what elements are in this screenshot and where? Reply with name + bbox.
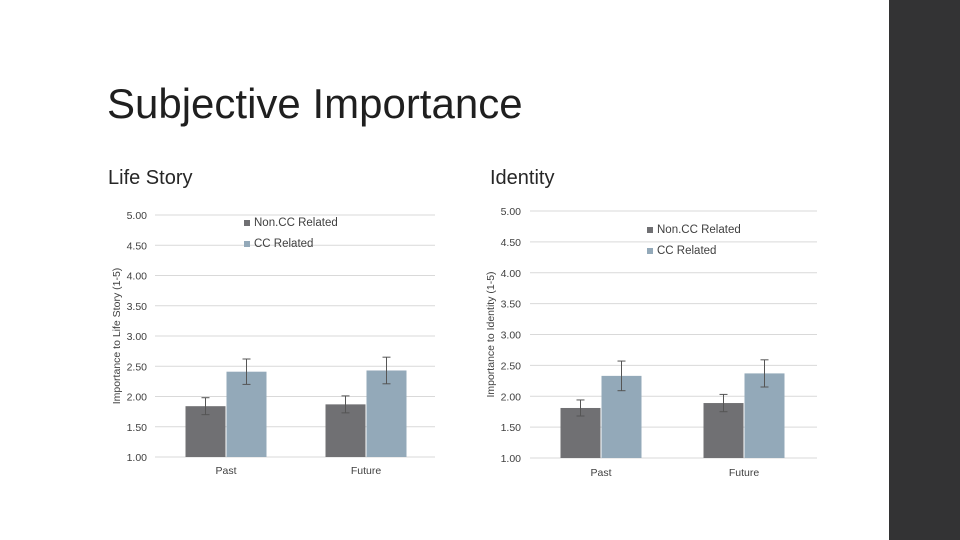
y-tick-label: 4.00 — [127, 271, 148, 283]
x-category-label: Past — [590, 467, 611, 479]
legend-swatch — [244, 241, 250, 247]
legend-swatch — [647, 227, 653, 233]
y-tick-label: 3.00 — [501, 330, 522, 342]
y-tick-label: 1.00 — [127, 452, 148, 464]
y-tick-label: 2.00 — [501, 391, 522, 403]
x-category-label: Future — [729, 467, 760, 479]
bar — [703, 403, 744, 458]
legend-label: Non.CC Related — [657, 224, 741, 236]
y-tick-label: 2.50 — [127, 361, 148, 373]
life-story-subtitle: Life Story — [108, 167, 193, 189]
y-tick-label: 4.00 — [501, 268, 522, 280]
y-tick-label: 4.50 — [127, 240, 148, 252]
x-category-label: Future — [351, 465, 382, 477]
legend-label: CC Related — [657, 245, 716, 257]
slide-title: Subjective Importance — [107, 80, 523, 127]
y-tick-label: 5.00 — [501, 206, 522, 218]
y-tick-label: 3.50 — [501, 299, 522, 311]
y-tick-label: 2.50 — [501, 360, 522, 372]
bar — [744, 373, 785, 458]
y-axis-label: Importance to Life Story (1-5) — [111, 268, 123, 405]
bar — [366, 370, 407, 457]
y-tick-label: 2.00 — [127, 392, 148, 404]
y-tick-label: 4.50 — [501, 237, 522, 249]
slide-sidebar-band — [889, 0, 960, 540]
bar — [226, 371, 267, 457]
y-tick-label: 1.00 — [501, 453, 522, 465]
y-tick-label: 3.00 — [127, 331, 148, 343]
y-tick-label: 3.50 — [127, 301, 148, 313]
y-tick-label: 1.50 — [127, 422, 148, 434]
legend-label: Non.CC Related — [254, 217, 338, 229]
legend-label: CC Related — [254, 238, 313, 250]
y-tick-label: 1.50 — [501, 422, 522, 434]
legend-swatch — [647, 248, 653, 254]
legend-swatch — [244, 220, 250, 226]
identity-subtitle: Identity — [490, 167, 555, 189]
x-category-label: Past — [215, 465, 236, 477]
y-tick-label: 5.00 — [127, 210, 148, 222]
y-axis-label: Importance to Identity (1-5) — [485, 271, 497, 397]
